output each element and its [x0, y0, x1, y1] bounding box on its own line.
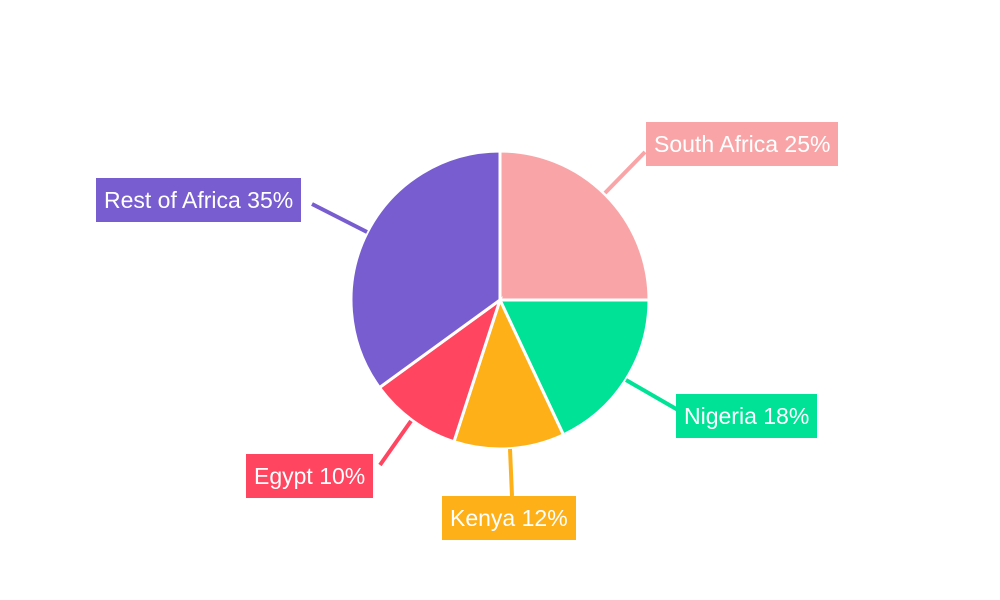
pie-slice-egypt[interactable]	[377, 296, 503, 444]
data-label: Kenya 12%	[442, 496, 576, 540]
leader-line	[378, 419, 413, 467]
data-label: South Africa 25%	[646, 122, 839, 166]
leader-line	[625, 378, 679, 412]
pie-slice-kenya[interactable]	[452, 295, 566, 451]
data-label: Nigeria 18%	[676, 394, 818, 438]
data-label: Egypt 10%	[246, 454, 374, 498]
data-label: Rest of Africa 35%	[96, 178, 302, 222]
leader-line	[603, 150, 647, 195]
leader-line	[508, 448, 514, 497]
leader-line	[311, 202, 368, 234]
pie-slice-rest-of-africa[interactable]	[349, 149, 502, 390]
pie-slice-nigeria[interactable]	[497, 298, 651, 437]
pie-slice-south-africa[interactable]	[498, 149, 651, 302]
